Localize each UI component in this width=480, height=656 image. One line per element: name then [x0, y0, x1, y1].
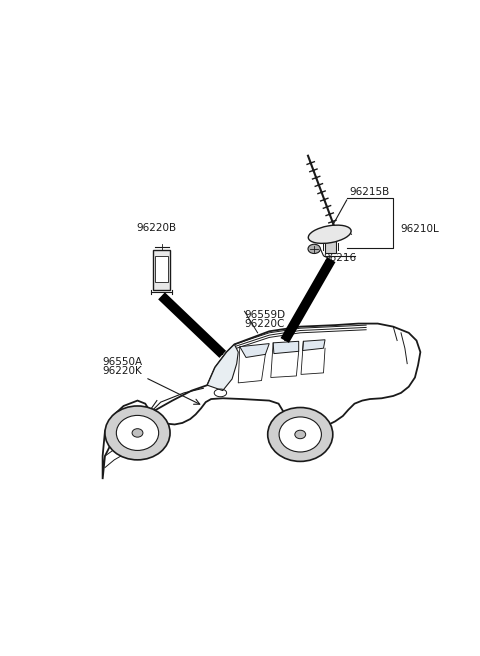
Text: 96210L: 96210L: [400, 224, 439, 234]
Ellipse shape: [268, 407, 333, 461]
Polygon shape: [214, 346, 223, 354]
Ellipse shape: [132, 428, 143, 437]
Bar: [153, 250, 170, 290]
Ellipse shape: [116, 415, 159, 451]
Text: 96550A: 96550A: [103, 357, 143, 367]
Text: 96220B: 96220B: [136, 223, 176, 233]
Polygon shape: [207, 344, 238, 390]
Ellipse shape: [308, 225, 351, 243]
Polygon shape: [240, 344, 269, 358]
Polygon shape: [302, 340, 325, 350]
Text: 96215B: 96215B: [349, 186, 389, 197]
Ellipse shape: [308, 244, 321, 253]
Polygon shape: [285, 332, 292, 340]
Text: 96216: 96216: [324, 253, 357, 263]
Text: 96220C: 96220C: [244, 319, 285, 329]
Text: 96559D: 96559D: [244, 310, 286, 320]
Ellipse shape: [105, 406, 170, 460]
Bar: [156, 256, 168, 282]
Polygon shape: [273, 341, 299, 354]
Ellipse shape: [279, 417, 322, 452]
Polygon shape: [103, 323, 420, 479]
Ellipse shape: [295, 430, 306, 439]
Bar: [325, 240, 336, 253]
Text: 96220K: 96220K: [103, 366, 143, 377]
